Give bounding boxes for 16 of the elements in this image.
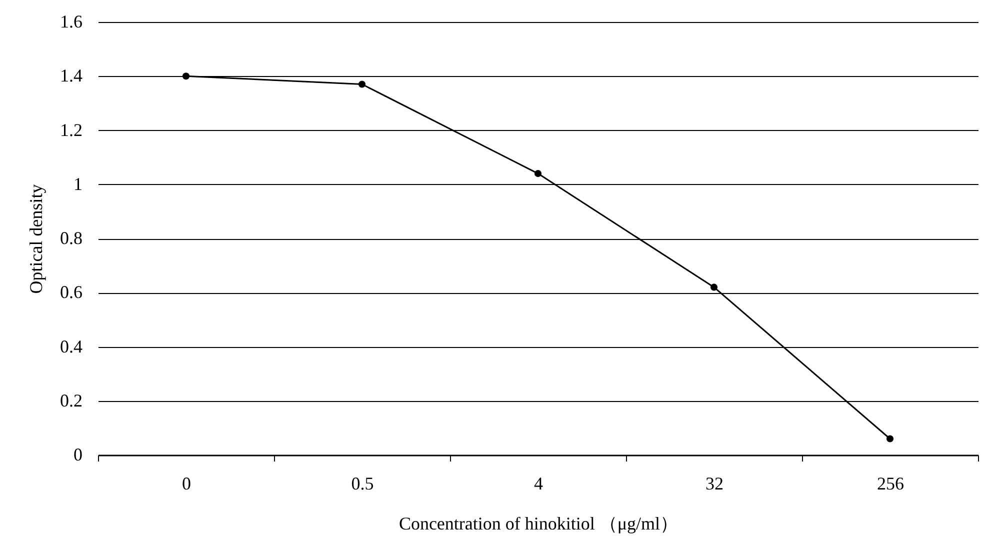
y-tick-label: 0.4 (60, 336, 82, 356)
x-tick-label: 0 (182, 474, 191, 494)
y-tick-label: 1.4 (60, 66, 82, 86)
y-tick-label: 0.8 (60, 228, 82, 248)
y-axis-title: Optical density (26, 184, 46, 294)
y-tick-label: 1 (74, 174, 82, 194)
x-tick-label: 32 (706, 474, 724, 494)
x-tick-label: 4 (534, 474, 543, 494)
x-tick-label: 0.5 (351, 474, 374, 494)
y-tick-label: 1.2 (60, 120, 82, 140)
y-tick-label: 0.2 (60, 390, 82, 410)
y-tick-label: 1.6 (60, 12, 82, 32)
x-tick-label: 256 (877, 474, 904, 494)
x-axis-title: Concentration of hinokitiol （μg/ml） (398, 514, 678, 534)
y-tick-label: 0.6 (60, 282, 82, 302)
y-tick-label: 0 (74, 444, 82, 464)
